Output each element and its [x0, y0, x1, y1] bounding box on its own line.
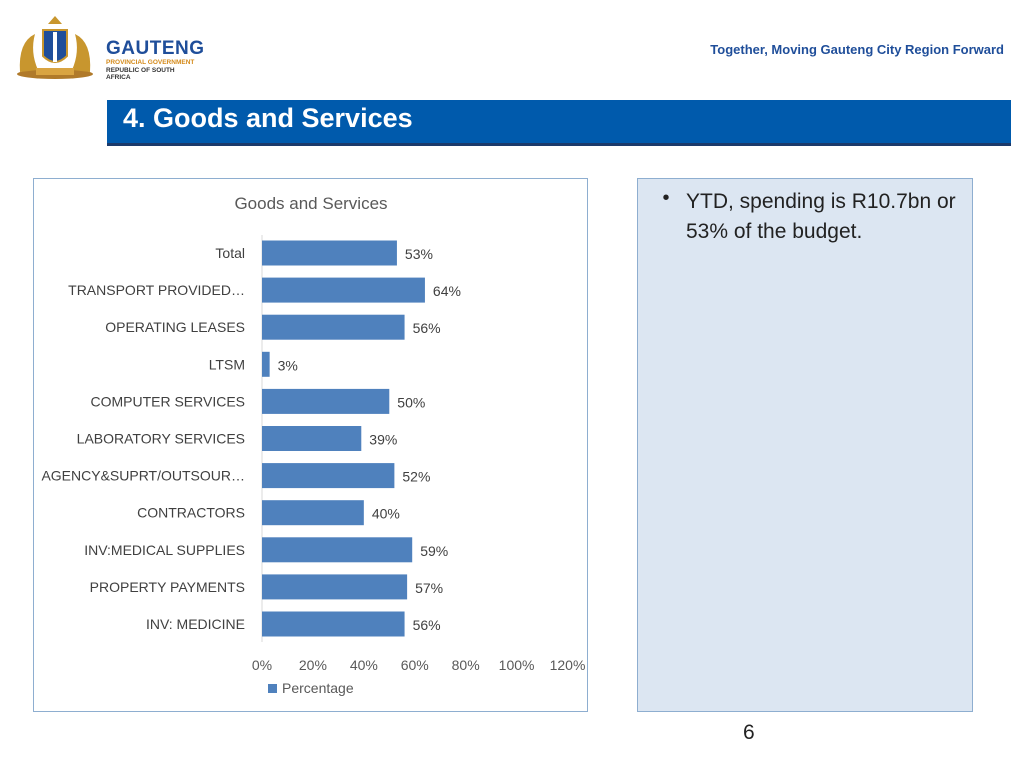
data-label: 57% [415, 580, 443, 596]
bullet-item: • YTD, spending is R10.7bn or 53% of the… [646, 187, 966, 247]
category-label: OPERATING LEASES [105, 319, 245, 335]
bullet-icon: • [662, 187, 670, 209]
chart-title: Goods and Services [234, 194, 387, 213]
bar [262, 426, 362, 451]
data-label: 39% [369, 432, 397, 448]
x-tick-label: 100% [499, 657, 535, 673]
category-label: COMPUTER SERVICES [90, 393, 245, 409]
data-label: 50% [397, 394, 425, 410]
gauteng-logo: GAUTENG PROVINCIAL GOVERNMENT REPUBLIC O… [10, 12, 204, 82]
bar [262, 314, 405, 340]
x-tick-label: 80% [452, 657, 480, 673]
category-label: Total [215, 245, 245, 261]
bar-chart: Goods and Services Total 53% TRANSPORT PROV… [41, 194, 586, 696]
category-label: CONTRACTORS [137, 505, 245, 521]
data-label: 40% [372, 506, 400, 522]
data-label: 64% [433, 283, 461, 299]
org-name: GAUTENG [106, 38, 205, 59]
bar [262, 463, 395, 489]
bar [262, 388, 390, 414]
x-tick-label: 20% [299, 657, 327, 673]
data-label: 3% [278, 357, 298, 373]
category-label: TRANSPORT PROVIDED… [68, 282, 245, 298]
bar [262, 351, 270, 377]
bar [262, 611, 405, 637]
data-label: 56% [413, 320, 441, 336]
bullet-text: YTD, spending is R10.7bn or 53% of the b… [686, 190, 956, 243]
bar [262, 240, 397, 266]
legend-swatch [268, 684, 277, 693]
category-label: LABORATORY SERVICES [77, 431, 245, 447]
category-label: PROPERTY PAYMENTS [90, 579, 245, 595]
bar [262, 277, 425, 303]
slide-title: 4. Goods and Services [123, 103, 413, 133]
bar [262, 500, 364, 526]
x-tick-label: 60% [401, 657, 429, 673]
x-tick-label: 120% [550, 657, 586, 673]
page-number: 6 [743, 721, 755, 744]
bar [262, 537, 413, 563]
category-label: AGENCY&SUPRT/OUTSOUR… [41, 468, 245, 484]
org-subtitle-1: PROVINCIAL GOVERNMENT [106, 59, 195, 66]
coat-of-arms-icon [17, 16, 93, 79]
category-label: INV:MEDICAL SUPPLIES [84, 542, 245, 558]
title-bar: 4. Goods and Services [107, 100, 1011, 146]
data-label: 56% [413, 617, 441, 633]
category-label: LTSM [209, 356, 245, 372]
bar [262, 574, 408, 600]
org-subtitle-2: REPUBLIC OF SOUTH AFRICA [106, 67, 175, 81]
notes-panel: • YTD, spending is R10.7bn or 53% of the… [637, 178, 973, 712]
chart-panel: Goods and Services Total 53% TRANSPORT PROV… [33, 178, 588, 712]
category-label: INV: MEDICINE [146, 616, 245, 632]
tagline: Together, Moving Gauteng City Region For… [710, 42, 1004, 57]
data-label: 52% [402, 469, 430, 485]
x-tick-label: 0% [252, 657, 272, 673]
data-label: 59% [420, 543, 448, 559]
data-label: 53% [405, 246, 433, 262]
x-tick-label: 40% [350, 657, 378, 673]
legend-label: Percentage [282, 680, 354, 696]
